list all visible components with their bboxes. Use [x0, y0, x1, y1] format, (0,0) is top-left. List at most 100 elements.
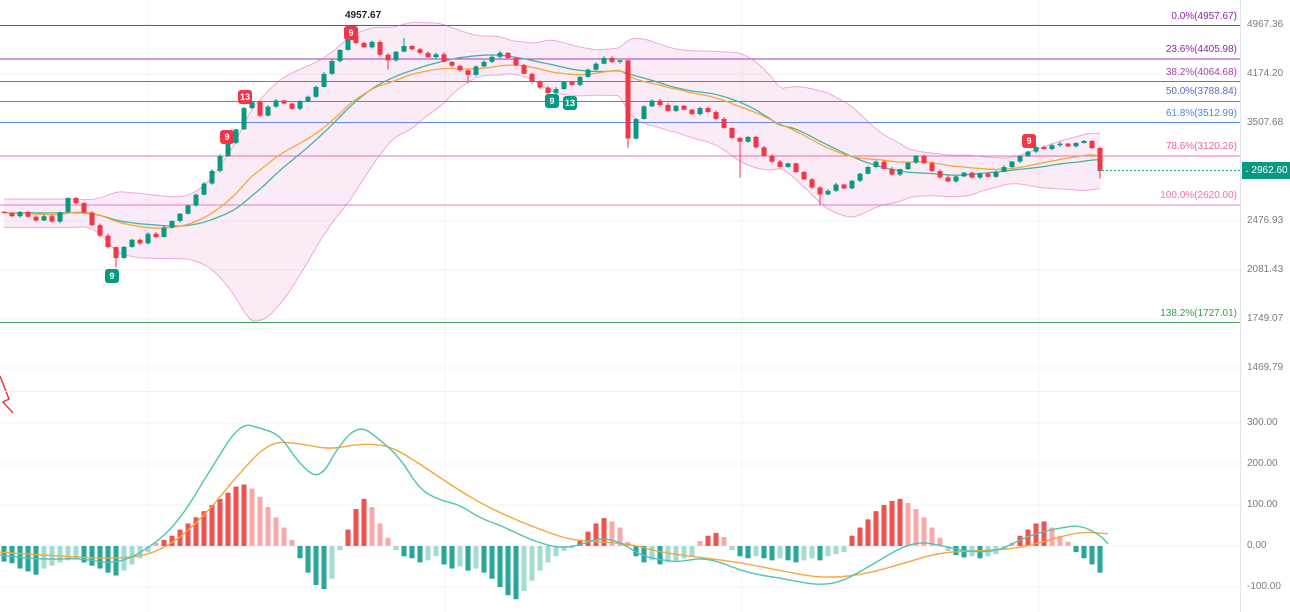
- histogram-bar[interactable]: [337, 546, 343, 551]
- candle-body[interactable]: [433, 54, 439, 58]
- candle-body[interactable]: [609, 57, 615, 62]
- candle-body[interactable]: [241, 108, 247, 130]
- histogram-bar[interactable]: [225, 492, 231, 546]
- histogram-bar[interactable]: [897, 498, 903, 546]
- candle-body[interactable]: [185, 205, 191, 214]
- candle-body[interactable]: [169, 220, 175, 228]
- histogram-bar[interactable]: [553, 546, 559, 557]
- candle-body[interactable]: [1089, 141, 1095, 149]
- candle-body[interactable]: [41, 216, 47, 221]
- candle-body[interactable]: [793, 163, 799, 173]
- histogram-bar[interactable]: [617, 527, 623, 546]
- histogram-bar[interactable]: [169, 535, 175, 546]
- histogram-bar[interactable]: [641, 546, 647, 563]
- candle-body[interactable]: [777, 161, 783, 167]
- histogram-bar[interactable]: [833, 546, 839, 555]
- candle-body[interactable]: [993, 171, 999, 177]
- candle-body[interactable]: [713, 112, 719, 119]
- histogram-bar[interactable]: [433, 546, 439, 557]
- candle-body[interactable]: [985, 173, 991, 177]
- candle-body[interactable]: [817, 187, 823, 195]
- candle-body[interactable]: [521, 65, 527, 74]
- histogram-bar[interactable]: [153, 542, 159, 546]
- candle-body[interactable]: [209, 170, 215, 184]
- candle-body[interactable]: [289, 103, 295, 109]
- histogram-bar[interactable]: [665, 546, 671, 563]
- price-axis[interactable]: - 2962.60 4967.36 4174.20 3507.68 2476.93 20…: [1240, 0, 1290, 612]
- candle-body[interactable]: [281, 100, 287, 104]
- candle-body[interactable]: [937, 171, 943, 178]
- candle-body[interactable]: [617, 60, 623, 62]
- candle-body[interactable]: [721, 118, 727, 128]
- candle-body[interactable]: [9, 212, 15, 217]
- candle-body[interactable]: [897, 169, 903, 175]
- histogram-bar[interactable]: [521, 546, 527, 592]
- histogram-bar[interactable]: [601, 518, 607, 546]
- candle-body[interactable]: [89, 212, 95, 226]
- candle-body[interactable]: [105, 235, 111, 248]
- histogram-bar[interactable]: [785, 546, 791, 561]
- histogram-bar[interactable]: [41, 546, 47, 569]
- histogram-bar[interactable]: [393, 546, 399, 551]
- candle-body[interactable]: [1001, 166, 1007, 172]
- histogram-bar[interactable]: [857, 527, 863, 546]
- candle-body[interactable]: [121, 246, 127, 259]
- candle-body[interactable]: [393, 51, 399, 61]
- histogram-bar[interactable]: [233, 486, 239, 546]
- candle-body[interactable]: [73, 198, 79, 204]
- candle-body[interactable]: [1081, 141, 1087, 143]
- candle-body[interactable]: [641, 106, 647, 120]
- histogram-bar[interactable]: [57, 546, 63, 563]
- histogram-bar[interactable]: [145, 546, 151, 553]
- histogram-bar[interactable]: [537, 546, 543, 571]
- candle-body[interactable]: [553, 89, 559, 94]
- candle-body[interactable]: [321, 73, 327, 87]
- histogram-bar[interactable]: [65, 546, 71, 561]
- candle-body[interactable]: [473, 66, 479, 75]
- histogram-bar[interactable]: [185, 523, 191, 546]
- histogram-bar[interactable]: [1065, 541, 1071, 546]
- candle-body[interactable]: [513, 57, 519, 66]
- histogram-bar[interactable]: [937, 537, 943, 546]
- candle-body[interactable]: [497, 52, 503, 57]
- candle-body[interactable]: [737, 137, 743, 142]
- candle-body[interactable]: [305, 96, 311, 102]
- histogram-bar[interactable]: [505, 546, 511, 596]
- candle-body[interactable]: [529, 73, 535, 82]
- histogram-bar[interactable]: [753, 546, 759, 557]
- candle-body[interactable]: [865, 166, 871, 174]
- candle-body[interactable]: [801, 172, 807, 180]
- histogram-bar[interactable]: [305, 546, 311, 573]
- histogram-bar[interactable]: [89, 546, 95, 566]
- histogram-bar[interactable]: [473, 546, 479, 569]
- histogram-bar[interactable]: [705, 535, 711, 546]
- candle-body[interactable]: [49, 216, 55, 222]
- histogram-bar[interactable]: [209, 505, 215, 546]
- histogram-bar[interactable]: [609, 521, 615, 546]
- candle-body[interactable]: [761, 147, 767, 156]
- histogram-bar[interactable]: [921, 517, 927, 546]
- candle-body[interactable]: [265, 106, 271, 116]
- histogram-bar[interactable]: [713, 532, 719, 546]
- candle-body[interactable]: [233, 129, 239, 143]
- histogram-bar[interactable]: [593, 523, 599, 546]
- histogram-bar[interactable]: [449, 546, 455, 569]
- histogram-bar[interactable]: [841, 546, 847, 553]
- candle-body[interactable]: [457, 65, 463, 71]
- histogram-bar[interactable]: [873, 511, 879, 546]
- candle-body[interactable]: [385, 54, 391, 61]
- candle-body[interactable]: [1097, 148, 1103, 171]
- candle-body[interactable]: [665, 104, 671, 111]
- candle-body[interactable]: [129, 239, 135, 247]
- candle-body[interactable]: [705, 108, 711, 113]
- histogram-bar[interactable]: [657, 546, 663, 565]
- histogram-bar[interactable]: [25, 546, 31, 572]
- histogram-bar[interactable]: [289, 539, 295, 546]
- histogram-bar[interactable]: [649, 546, 655, 561]
- histogram-bar[interactable]: [929, 527, 935, 546]
- candle-body[interactable]: [353, 35, 359, 43]
- candle-body[interactable]: [921, 155, 927, 164]
- candle-body[interactable]: [361, 42, 367, 48]
- histogram-bar[interactable]: [481, 546, 487, 573]
